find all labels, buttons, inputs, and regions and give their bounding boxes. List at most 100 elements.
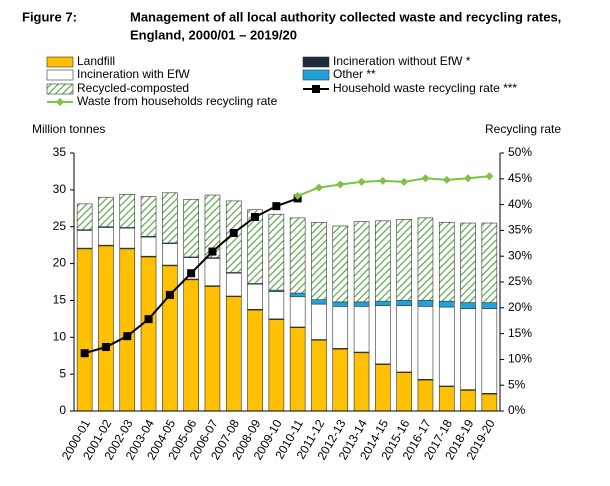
- y2-tick-label: 5%: [508, 377, 526, 391]
- line-marker: [272, 202, 281, 211]
- legend-marker-group: [56, 98, 64, 106]
- bar-segment: [353, 301, 370, 307]
- bar-segment: [162, 243, 178, 266]
- bar-segment: [460, 390, 476, 412]
- bar-segment: [76, 203, 93, 230]
- figure-label: Figure 7:: [22, 9, 77, 24]
- bar-segment: [417, 217, 434, 301]
- bar-segment: [247, 209, 263, 284]
- bar-segment: [481, 302, 498, 309]
- line-marker: [144, 315, 153, 324]
- legend-swatch: [46, 83, 74, 95]
- bar-segment: [396, 219, 412, 301]
- bar-segment: [119, 193, 136, 228]
- y-tick-label: 10: [53, 329, 67, 343]
- legend-label: Landfill: [77, 54, 115, 68]
- bar-segment: [225, 296, 242, 412]
- y-axis-label: Million tonnes: [32, 122, 105, 136]
- legend-marker: [56, 98, 64, 106]
- bar-segment: [438, 386, 455, 412]
- bar-segment: [438, 300, 455, 308]
- y2-tick-label: 35%: [508, 223, 532, 237]
- y-tick-label: 5: [59, 366, 66, 380]
- y2-tick-label: 45%: [508, 171, 532, 185]
- legend-swatch: [302, 56, 330, 68]
- bar-segment: [268, 291, 285, 320]
- line-marker: [187, 269, 196, 278]
- bar-segment: [204, 194, 221, 258]
- y2-tick-label: 40%: [508, 197, 532, 211]
- bar-segment: [119, 248, 136, 412]
- bar-segment: [353, 221, 370, 303]
- line-marker: [101, 343, 110, 352]
- bar-segment: [438, 221, 455, 302]
- bar-segment: [98, 196, 114, 228]
- line-marker: [293, 191, 302, 200]
- bar-segment: [353, 352, 370, 412]
- bar-segment: [481, 222, 498, 303]
- y2-tick-label: 10%: [508, 352, 532, 366]
- chart-title: England, 2000/01 – 2019/20: [130, 27, 297, 42]
- legend-label: Incineration without EfW *: [333, 54, 471, 68]
- line: [297, 175, 490, 197]
- legend-label: Household waste recycling rate ***: [333, 81, 517, 95]
- bar-segment: [396, 372, 412, 412]
- bar-segment: [98, 227, 114, 246]
- legend-swatch: [46, 56, 74, 68]
- legend-label: Waste from households recycling rate: [77, 94, 278, 108]
- bar-segment: [375, 220, 391, 302]
- bar-segment: [460, 302, 476, 309]
- bar-segment: [289, 296, 306, 328]
- line-marker: [442, 175, 451, 184]
- y-tick-label: 15: [53, 293, 67, 307]
- bar-segment: [311, 221, 327, 300]
- bar-segment: [311, 303, 327, 340]
- legend-swatch: [46, 69, 74, 81]
- bar-segment: [289, 292, 306, 298]
- y-tick-label: 20: [53, 256, 67, 270]
- bar-segment: [140, 196, 157, 237]
- legend-swatch: [302, 69, 330, 81]
- bar-segment: [332, 225, 349, 303]
- bar-segment: [76, 230, 93, 249]
- bar-segment: [396, 300, 412, 306]
- bar-segment: [247, 309, 263, 412]
- y2-tick-label: 50%: [508, 145, 532, 159]
- y2-tick-label: 15%: [508, 326, 532, 340]
- bar-segment: [183, 279, 199, 412]
- line-marker: [464, 174, 473, 183]
- bar-segment: [481, 308, 498, 394]
- line-marker: [165, 290, 174, 299]
- bar-segment: [268, 213, 285, 291]
- chart-title: Management of all local authority collec…: [130, 9, 561, 24]
- line-marker: [421, 174, 430, 183]
- line-marker: [400, 177, 409, 186]
- y2-tick-label: 30%: [508, 248, 532, 262]
- line-marker: [485, 172, 494, 181]
- bar-segment: [247, 283, 263, 310]
- bar-segment: [375, 364, 391, 412]
- bar-segment: [204, 258, 221, 286]
- y-tick-label: 0: [59, 403, 66, 417]
- bar-segment: [289, 327, 306, 412]
- bar-segment: [119, 227, 136, 249]
- y2-tick-label: 20%: [508, 300, 532, 314]
- bar-segment: [268, 319, 285, 412]
- y-tick-label: 30: [53, 182, 67, 196]
- bar-segment: [396, 305, 412, 373]
- line-marker: [80, 349, 89, 358]
- bar-segment: [311, 339, 327, 412]
- bar-segment: [289, 217, 306, 294]
- bar-segment: [140, 256, 157, 412]
- bar-segment: [332, 301, 349, 307]
- bar-segment: [162, 192, 178, 244]
- bar-segment: [332, 348, 349, 412]
- legend-label: Incineration with EfW: [77, 67, 190, 81]
- bar-segment: [460, 222, 476, 303]
- line-marker: [229, 228, 238, 237]
- line-marker: [378, 176, 387, 185]
- bar-segment: [417, 306, 434, 380]
- y-tick-label: 35: [53, 145, 67, 159]
- bar-segment: [417, 300, 434, 307]
